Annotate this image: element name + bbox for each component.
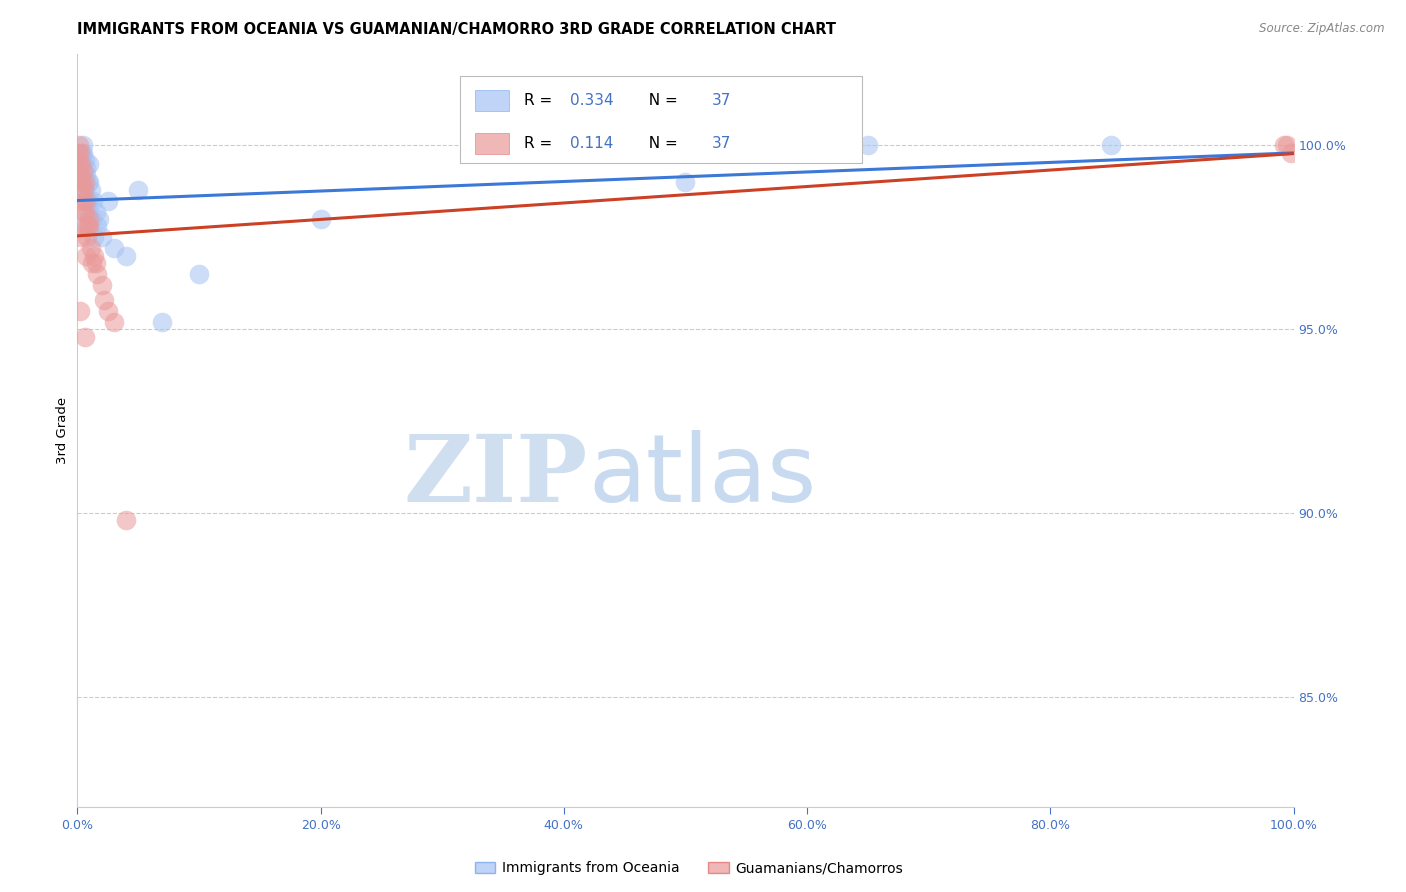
Point (70, 145, 93, 160)
Point (82, 194, 104, 208)
Point (67, 138, 90, 153)
Point (97, 194, 120, 208)
Point (67, 157, 90, 171)
Point (86, 267, 108, 281)
Text: atlas: atlas (588, 430, 817, 522)
Point (67, 219, 90, 234)
Point (76, 230, 98, 244)
Point (675, 175, 697, 189)
Point (73, 164, 96, 178)
Legend: Immigrants from Oceania, Guamanians/Chamorros: Immigrants from Oceania, Guamanians/Cham… (470, 855, 908, 880)
Point (856, 138, 879, 153)
Point (69, 304, 91, 318)
Point (309, 211, 332, 226)
Point (66, 145, 89, 160)
Point (80, 241, 103, 255)
Text: Source: ZipAtlas.com: Source: ZipAtlas.com (1260, 22, 1385, 36)
Point (89, 211, 111, 226)
Point (188, 267, 211, 281)
Point (83, 230, 105, 244)
Point (75, 175, 97, 189)
Text: R =: R = (523, 93, 557, 108)
Text: ZIP: ZIP (404, 431, 588, 521)
Point (90, 278, 112, 293)
Point (84, 256, 107, 270)
Point (69, 168, 91, 182)
Text: N =: N = (640, 136, 683, 152)
Point (97, 304, 120, 318)
Point (73, 183, 96, 197)
Point (72, 138, 94, 153)
Point (79, 175, 101, 189)
Point (75, 168, 97, 182)
Point (72, 145, 94, 160)
Point (75, 153, 97, 168)
Point (83, 249, 105, 263)
Point (72, 164, 94, 178)
Y-axis label: 3rd Grade: 3rd Grade (56, 397, 69, 464)
Point (72, 204, 94, 219)
Point (75, 161, 97, 175)
Text: IMMIGRANTS FROM OCEANIA VS GUAMANIAN/CHAMORRO 3RD GRADE CORRELATION CHART: IMMIGRANTS FROM OCEANIA VS GUAMANIAN/CHA… (77, 22, 837, 37)
Point (69, 145, 91, 160)
Point (103, 241, 125, 255)
Text: 37: 37 (713, 93, 731, 108)
Point (1277, 138, 1299, 153)
Point (115, 513, 138, 527)
Point (72, 194, 94, 208)
Point (75, 219, 97, 234)
Point (1279, 145, 1302, 160)
Text: R =: R = (523, 136, 561, 152)
Point (79, 219, 101, 234)
Text: 0.334: 0.334 (569, 93, 613, 108)
Point (77, 157, 100, 171)
Point (72, 157, 94, 171)
Point (75, 194, 97, 208)
Point (69, 168, 91, 182)
Point (103, 315, 125, 329)
FancyBboxPatch shape (475, 133, 509, 154)
Point (70, 230, 93, 244)
Text: N =: N = (640, 93, 683, 108)
Point (77, 219, 100, 234)
Point (70, 175, 93, 189)
Point (70, 157, 93, 171)
Point (79, 211, 101, 226)
Point (1272, 138, 1295, 153)
Text: 37: 37 (713, 136, 731, 152)
Point (127, 183, 149, 197)
Point (75, 249, 97, 263)
Point (73, 183, 96, 197)
Point (70, 175, 93, 189)
Point (70, 157, 93, 171)
Point (80, 183, 103, 197)
Point (79, 194, 101, 208)
Point (152, 315, 174, 329)
Point (84, 204, 107, 219)
FancyBboxPatch shape (475, 90, 509, 111)
Point (76, 194, 98, 208)
Point (90, 230, 112, 244)
Point (115, 249, 138, 263)
Text: 0.114: 0.114 (569, 136, 613, 152)
Point (93, 293, 115, 307)
Point (76, 175, 98, 189)
Point (80, 211, 103, 226)
FancyBboxPatch shape (460, 76, 862, 163)
Point (86, 219, 108, 234)
Point (1099, 138, 1122, 153)
Point (80, 256, 103, 270)
Point (73, 204, 96, 219)
Point (77, 204, 100, 219)
Point (70, 183, 93, 197)
Point (73, 329, 96, 343)
